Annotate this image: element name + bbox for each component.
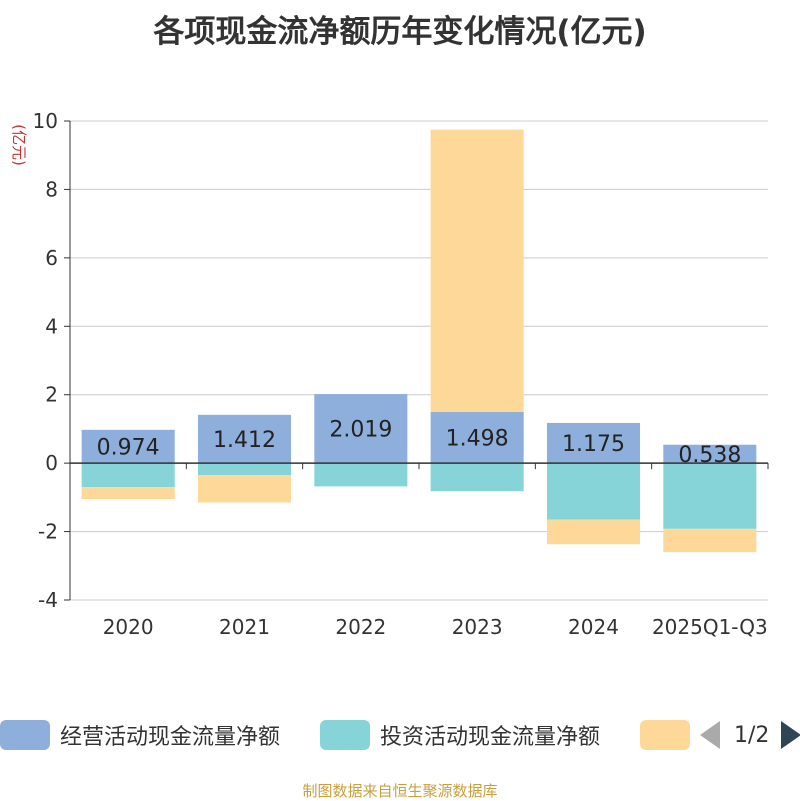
- x-tick-label: 2024: [568, 615, 619, 639]
- bar-series0-2022: [314, 394, 408, 464]
- bar-series2-2025Q1-Q3: [663, 528, 757, 553]
- bar-series0-2021: [197, 414, 292, 464]
- bar-series1-2020: [81, 463, 175, 488]
- bar-series1-2023: [430, 463, 524, 492]
- bar-series2-2023: [430, 129, 524, 412]
- legend-page-indicator: 1/2: [734, 722, 770, 748]
- x-tick-label: 2025Q1-Q3: [652, 615, 768, 639]
- legend-swatch-financing: [640, 720, 690, 750]
- bar-series2-2021: [197, 475, 292, 503]
- bar-series1-2025Q1-Q3: [663, 463, 757, 529]
- y-tick-label: 2: [45, 383, 58, 407]
- legend-label-investing: 投资活动现金流量净额: [380, 725, 601, 750]
- legend-swatch-operating: [0, 720, 50, 750]
- data-label: 2.019: [329, 418, 392, 443]
- y-tick-label: -4: [38, 588, 58, 612]
- legend-pager: 1/2: [700, 716, 800, 754]
- y-tick-label: 0: [45, 451, 58, 475]
- y-tick-label: 6: [45, 246, 58, 270]
- bar-series0-2023: [430, 411, 524, 464]
- legend-prev-icon[interactable]: [700, 721, 720, 749]
- x-tick-label: 2020: [103, 615, 154, 639]
- chart-title: 各项现金流净额历年变化情况(亿元): [153, 14, 647, 50]
- y-tick-label: 4: [45, 314, 58, 338]
- data-label: 1.175: [562, 432, 625, 457]
- source-note: 制图数据来自恒生聚源数据库: [302, 782, 498, 800]
- y-axis-unit-label: (亿元): [10, 124, 28, 166]
- bar-series1-2024: [546, 463, 641, 520]
- bar-series0-2025Q1-Q3: [663, 444, 757, 464]
- legend-swatch-investing: [320, 720, 370, 750]
- legend-item-investing[interactable]: 投资活动现金流量净额: [320, 716, 600, 754]
- legend-label-operating: 经营活动现金流量净额: [60, 725, 281, 750]
- bar-series0-2020: [81, 429, 175, 464]
- legend-item-financing[interactable]: [640, 716, 700, 754]
- data-label: 0.538: [678, 443, 741, 468]
- legend-item-operating[interactable]: 经营活动现金流量净额: [0, 716, 280, 754]
- x-tick-label: 2023: [452, 615, 503, 639]
- y-tick-label: 8: [45, 177, 58, 201]
- legend-next-icon[interactable]: [781, 721, 800, 749]
- bar-series1-2022: [314, 463, 408, 487]
- y-tick-label: 10: [33, 109, 58, 133]
- bar-series1-2021: [197, 463, 292, 476]
- bar-series2-2024: [546, 519, 641, 545]
- data-label: 1.498: [446, 427, 509, 452]
- bar-series2-2020: [81, 487, 175, 500]
- bar-series0-2024: [546, 422, 641, 464]
- legend: 经营活动现金流量净额 投资活动现金流量净额 1/2: [0, 716, 800, 754]
- data-label: 0.974: [97, 435, 160, 460]
- x-tick-label: 2021: [219, 615, 270, 639]
- x-tick-label: 2022: [335, 615, 386, 639]
- y-tick-label: -2: [38, 520, 58, 544]
- data-label: 1.412: [213, 428, 276, 453]
